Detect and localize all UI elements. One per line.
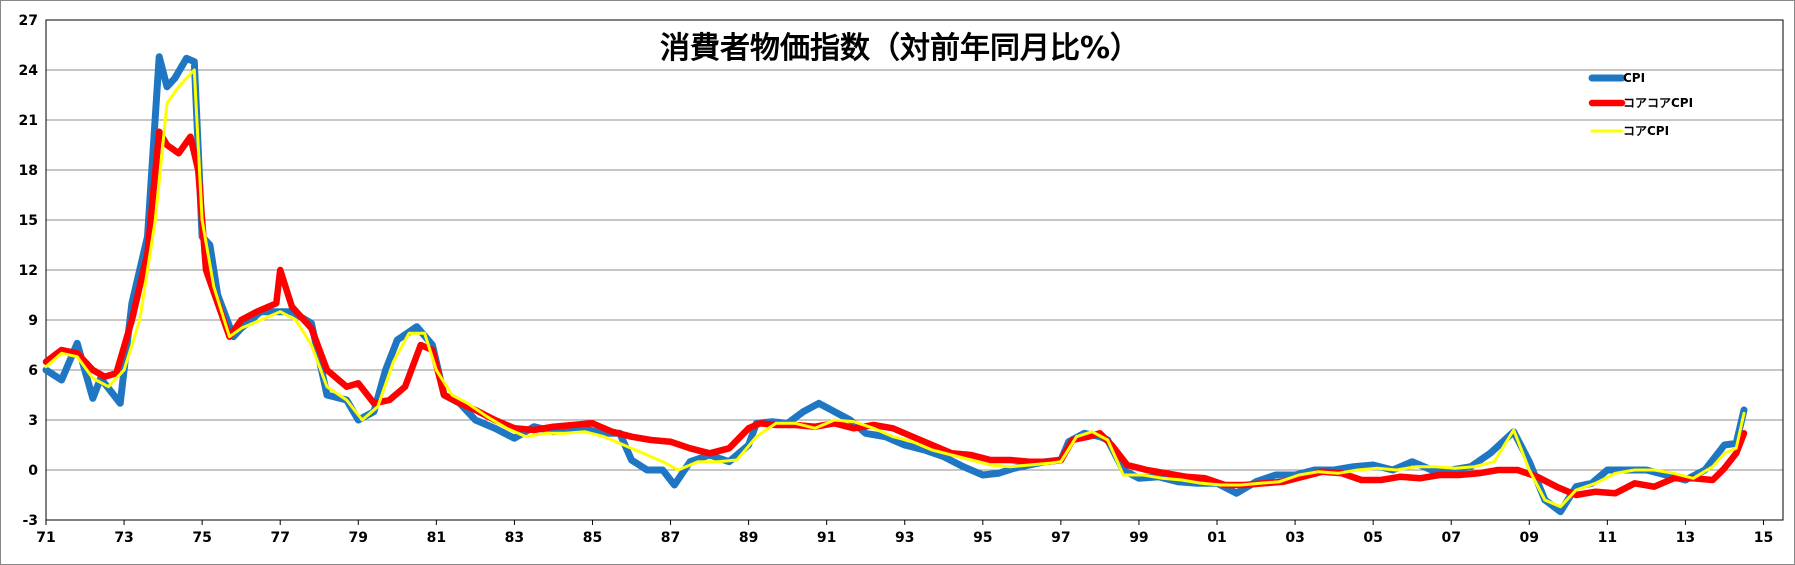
y-tick-label: 27: [19, 13, 38, 29]
x-tick-label: 71: [36, 530, 55, 546]
legend-label: CPI: [1623, 71, 1645, 85]
legend-label: コアコアCPI: [1623, 96, 1693, 110]
y-tick-label: 3: [28, 413, 38, 429]
y-axis: -3 0 3 6 9 12 15 18 21 24 27: [19, 13, 39, 529]
x-tick-label: 85: [583, 530, 602, 546]
y-tick-label: 21: [19, 113, 38, 129]
y-tick-label: 18: [19, 163, 38, 179]
x-tick-label: 03: [1285, 530, 1304, 546]
x-tick-label: 01: [1207, 530, 1226, 546]
x-tick-label: 83: [505, 530, 524, 546]
series-line-core-cpi: [44, 68, 1746, 509]
x-tick-label: 87: [661, 530, 680, 546]
x-tick-label: 89: [739, 530, 758, 546]
x-tick-label: 99: [1129, 530, 1148, 546]
x-tick-label: 77: [270, 530, 289, 546]
x-tick-label: 95: [973, 530, 992, 546]
y-tick-label: 24: [19, 63, 39, 79]
x-tick-label: 73: [114, 530, 133, 546]
y-tick-label: 6: [28, 363, 38, 379]
x-tick-label: 79: [349, 530, 368, 546]
x-tick-label: 13: [1676, 530, 1695, 546]
legend: CPI コアコアCPI コアCPI: [1588, 71, 1693, 138]
x-tick-label: 97: [1051, 530, 1070, 546]
series-group: [42, 53, 1748, 516]
plot-area: [45, 19, 1784, 521]
x-tick-label: 93: [895, 530, 914, 546]
x-tick-label: 91: [817, 530, 836, 546]
y-tick-label: -3: [22, 513, 38, 529]
x-tick-label: 09: [1520, 530, 1539, 546]
x-axis: 71 73 75 77 79 81 83 85 87 89 91 93 95 97 99 01 03 05 07 09…: [36, 520, 1773, 546]
x-tick-label: 05: [1363, 530, 1382, 546]
y-tick-label: 9: [28, 313, 38, 329]
x-tick-label: 11: [1598, 530, 1617, 546]
x-tick-label: 81: [427, 530, 446, 546]
x-tick-label: 07: [1441, 530, 1460, 546]
chart-title: 消費者物価指数（対前年同月比%）: [660, 31, 1140, 66]
y-tick-label: 0: [28, 463, 38, 479]
x-tick-label: 15: [1754, 530, 1773, 546]
y-tick-label: 12: [19, 263, 38, 279]
y-tick-label: 15: [19, 213, 38, 229]
legend-label: コアCPI: [1623, 124, 1669, 138]
x-tick-label: 75: [192, 530, 211, 546]
